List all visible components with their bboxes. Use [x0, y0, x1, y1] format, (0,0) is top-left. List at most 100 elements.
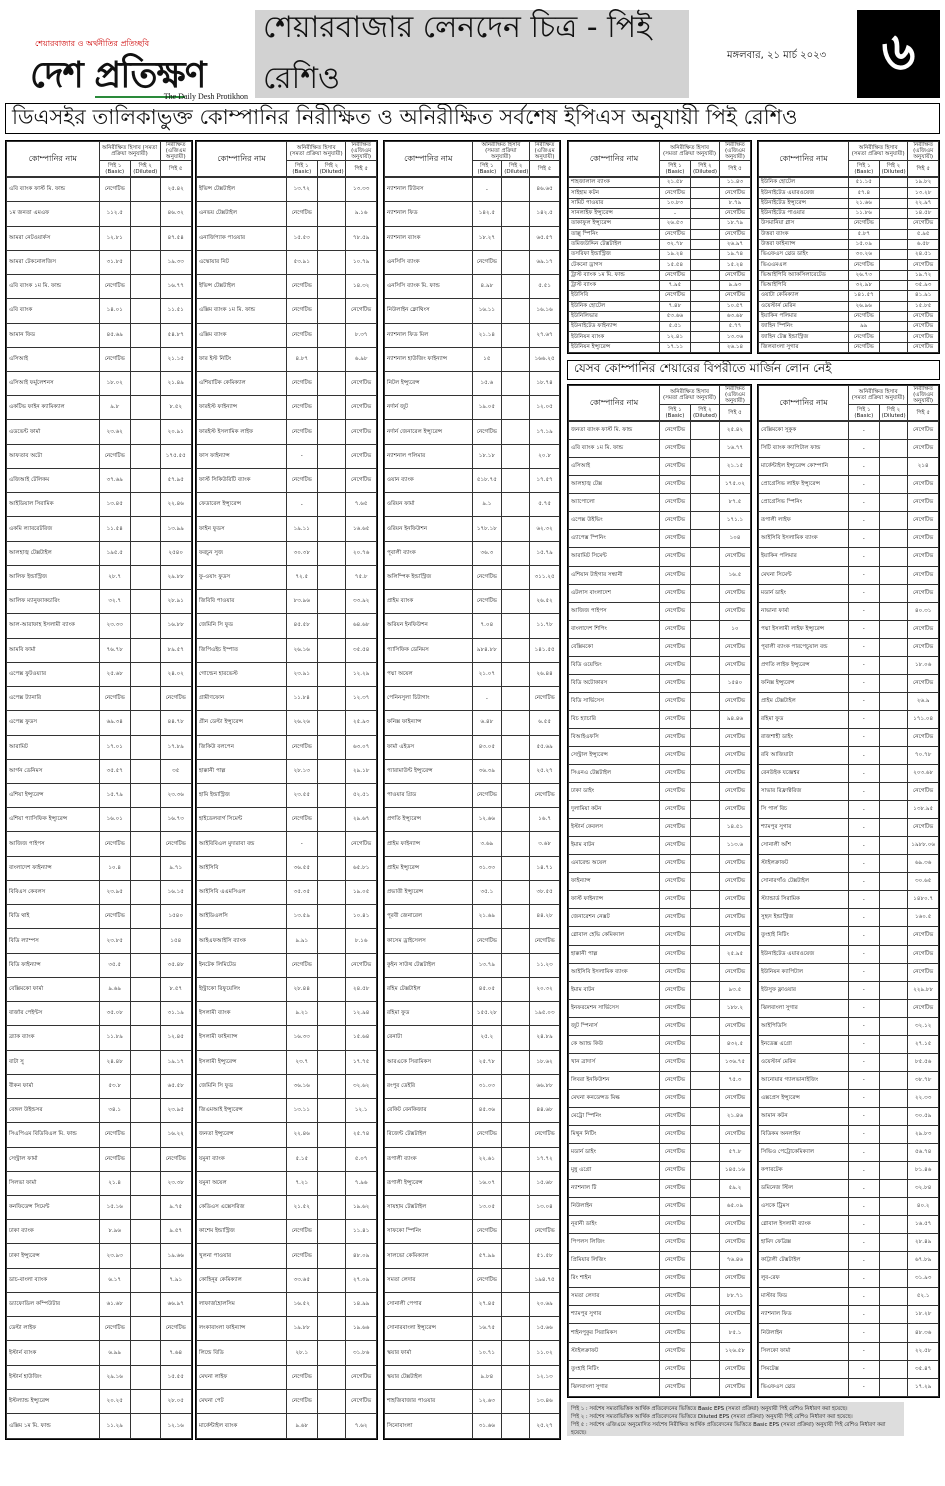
company-name: জাহিন টেক্স ইন্ডাস্ট্রিজ [758, 331, 849, 343]
pe1-value: নেগেটিভ [659, 637, 691, 657]
pe1-value: ৫৭.৪ [848, 187, 880, 199]
company-name: লিন্ডে বিডি [196, 1340, 287, 1366]
pe1-value: নেগেটিভ [659, 1052, 691, 1072]
pe-ratio-table: কোম্পানির নাম অনিরীক্ষিত হিসাব (সমতা প্রক… [567, 140, 752, 354]
pe5-value: নেগেটিভ [719, 207, 751, 220]
company-name: আমবি ফার্মা [6, 637, 100, 663]
pe1-value: নেগেটিভ [98, 904, 131, 930]
table-row: নিউলাইন নেগেটিভ ৬৫.০৯ [568, 1197, 751, 1217]
pe2-value [129, 1340, 161, 1366]
pe1-value: - [848, 619, 880, 639]
pe1-value: - [848, 944, 880, 964]
pe1-value: ৪৩.০৫ [471, 734, 503, 760]
table-row: মাস্টার ফিড -৫২.১ [758, 1287, 939, 1307]
pe2-value [129, 467, 161, 494]
pe2-value [689, 457, 721, 477]
company-name: ঢাকা ইন্স্যুরেন্স [6, 1243, 100, 1269]
company-name: অ্যাপোলো [568, 493, 660, 513]
pe5-value: ৫৯.২ [719, 1179, 751, 1199]
pe2-value [878, 619, 909, 639]
col-audited: নিরীক্ষিত (এজিএম অনুযায়ী) [719, 384, 751, 406]
company-name: জিলবাংলা সুগার [758, 341, 849, 354]
pe1-value: ৩৬.৩৯ [471, 758, 503, 785]
pe5-value: ১৫৪ [159, 928, 193, 954]
company-name: বিডি সার্ভিসেস [568, 691, 660, 711]
col-unaudited: অনিরীক্ষিত হিসাব (সমতা প্রক্রিয়া অনুযায… [471, 140, 531, 162]
table-row: ইউসিবি নেগেটিভ নেগেটিভ [568, 290, 751, 302]
company-name: এসিআই ফর্মুলেশনস [6, 371, 100, 397]
pe1-value: ৩১.৬৬ [471, 1413, 503, 1439]
company-name: সুহৃদ ইন্ডাস্ট্রিজ [758, 908, 849, 928]
pe1-value: - [848, 1197, 880, 1217]
company-name: এক্সিম ১ম মি. ফান্ড [6, 1413, 100, 1439]
table-row: ঝিলবাংলা সুগার নেগেটিভ নেগেটিভ [568, 1377, 751, 1398]
table-row: কনফিডেন্স সিমেন্ট ১৫.১৬ ৯.৭৫ [6, 1194, 193, 1221]
pe1-value: নেগেটিভ [659, 1377, 691, 1398]
pe-ratio-table: কোম্পানির নাম অনিরীক্ষিত হিসাব (সমতা প্রক… [567, 384, 752, 1398]
pe5-value: নেগেটিভ [907, 310, 939, 323]
company-name: টেকনো ড্রাগস [568, 259, 660, 271]
table-body: শাহজালাল ব্যাংক ২১.৫৮ ১১.৪৩ সাইহাম কটন নেগেট… [568, 177, 751, 354]
pe1-value: ১৫.৬ [471, 371, 503, 397]
pe1-value: ২৩.৬২ [98, 419, 131, 445]
table-row: এশিয়া ইন্স্যুরেন্স ১৫.৭৯ ২৩.৩৬ [6, 782, 193, 809]
pe1-value: নেগেটিভ [659, 800, 691, 820]
company-name: ফার্স্ট ফাইন্যান্স [568, 890, 660, 910]
masthead-name: দেশ প্রতিক্ষণ [30, 55, 206, 96]
table-row: আইসিবি ৩৬.৫৫ ৬৫.৮১ [196, 855, 377, 881]
pe1-value: ২৩.৮৫ [98, 928, 131, 954]
pe2-value [501, 831, 531, 857]
pe1-value: ৯.৬৯ [98, 976, 131, 1003]
company-name: আলিফ ইন্ডাস্ট্রিজ [6, 564, 100, 591]
pe5-value: ১৯.৮২ [907, 177, 939, 189]
pe5-value: ১০.৫৭ [719, 300, 751, 312]
pe2-value [129, 1025, 161, 1051]
pe1-value: নেগেটিভ [286, 274, 318, 300]
company-name: প্যারামাউন্ট ইন্স্যুরেন্স [384, 758, 473, 785]
table-row: শাইনপুকুর সিরামিকস নেগেটিভ ৮৫.১ [568, 1323, 751, 1343]
table-row: ডেল্টা লাইফ নেগেটিভ নেগেটিভ [6, 1316, 193, 1342]
table-row: এনসিসি ব্যাংক মি. ফান্ড ৪.৯৮ ৫.৫১ [384, 274, 560, 300]
company-name: ইউনাইটেড ইন্স্যুরেন্স [758, 197, 849, 209]
table-row: সাফকো স্পিনিং নেগেটিভ নেগেটিভ [384, 1219, 560, 1245]
pe1-value: নেগেটিভ [848, 259, 880, 271]
pe2-value [129, 346, 161, 373]
table-row: ওয়ান ব্যাংক ৫১৮.৭৫ ১৭.৫৭ [384, 467, 560, 494]
pe5-value: নেগেটিভ [907, 673, 939, 693]
pe5-value: ২০.৭৬ [345, 540, 377, 566]
pe2-value [316, 686, 347, 712]
pe5-value: ১৭১.০৪ [907, 709, 939, 729]
table-row: একটিভ ফাইন ক্যামিক্যাল ৯.৮ ৮.৫২ [6, 395, 193, 421]
company-name: ফেডারেল ইন্স্যুরেন্স [196, 492, 287, 518]
col-company: কোম্পানির নাম [568, 384, 660, 422]
pe5-value: ৫.০৭ [345, 1146, 377, 1172]
pe2-value [689, 1088, 721, 1108]
pe1-value: নেগেটিভ [286, 1243, 318, 1269]
pe2-value [316, 613, 347, 639]
pe2-value [316, 1243, 347, 1269]
pe2-value [878, 1251, 909, 1271]
pe5-value: ১৭৫.৫৫ [159, 443, 193, 469]
company-name: নিটল ইন্স্যুরেন্স [384, 371, 473, 397]
company-name: ইউনিয়ন ক্যাপিটাল [758, 962, 849, 982]
pe1-value: ২৩.৩৩ [98, 613, 131, 639]
company-name: এজিআই টেলিকম [6, 467, 100, 494]
table-row: সোনারবাংলা ইন্স্যুরেন্স ১৬.৭৫ ১৫.৬৬ [384, 1316, 560, 1342]
company-name: রহিমা ফুড [758, 709, 849, 729]
pe5-value: ৩০.৬৫ [907, 872, 939, 892]
table-row: এশিয়াটিক কেমিক্যাল নেগেটিভ নেগেটিভ [196, 371, 377, 397]
pe5-value: ৩১১.২৫ [529, 564, 560, 591]
table-row: ভিআইপিবি ৩২.৯৮ ৩৫.৯৩ [758, 279, 939, 292]
pe1-value: ৯.২১ [286, 1001, 318, 1027]
pe1-value: - [848, 962, 880, 982]
pe1-value: - [848, 421, 880, 441]
company-name: এশিয়া ইন্স্যুরেন্স [6, 782, 100, 809]
company-name: শাহজিবাজার পাওয়ার [384, 1388, 473, 1415]
company-name: মার্কেন্টাইল ব্যাংক [196, 1413, 287, 1439]
company-name: ফনিক্স ইন্স্যুরেন্স [758, 673, 849, 693]
pe2-value [129, 177, 161, 203]
pe1-value: ১৮.১৮ [471, 443, 503, 469]
company-name: হামি ইন্ডাস্ট্রিজ [196, 782, 287, 809]
pe5-value: ৩১.৮৬ [345, 1340, 377, 1366]
pe2-value [316, 782, 347, 809]
